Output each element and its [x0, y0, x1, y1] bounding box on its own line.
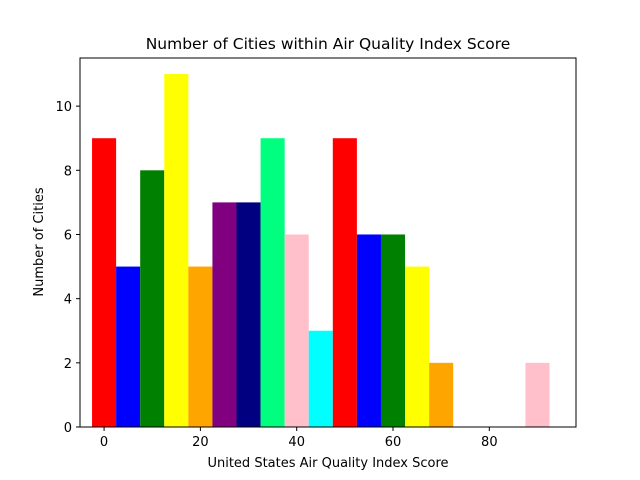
bar-10 — [332, 138, 357, 427]
bar-2 — [140, 170, 165, 427]
y-tick-label-8: 8 — [64, 164, 72, 179]
bars-layer — [92, 74, 550, 427]
bar-18 — [525, 362, 550, 427]
x-tick-label-80: 80 — [481, 435, 498, 450]
bar-13 — [405, 266, 430, 427]
x-axis-label: United States Air Quality Index Score — [207, 456, 448, 471]
bar-7 — [260, 138, 285, 427]
ticks-layer: 0 20 40 60 80 0 2 4 6 8 10 — [55, 100, 497, 450]
bar-4 — [188, 266, 213, 427]
x-tick-label-60: 60 — [385, 435, 402, 450]
bar-11 — [356, 234, 381, 427]
bar-1 — [116, 266, 141, 427]
y-axis-label: Number of Cities — [32, 187, 47, 296]
x-tick-label-40: 40 — [288, 435, 305, 450]
y-tick-label-2: 2 — [64, 357, 72, 372]
bar-12 — [380, 234, 406, 427]
y-tick-label-0: 0 — [64, 421, 72, 436]
bar-5 — [212, 202, 237, 427]
x-tick-label-0: 0 — [100, 435, 108, 450]
x-tick-label-20: 20 — [192, 435, 209, 450]
bar-8 — [284, 234, 309, 427]
plot-frame — [79, 57, 577, 428]
y-tick-label-6: 6 — [64, 228, 72, 243]
bar-3 — [164, 74, 189, 427]
bar-0 — [92, 138, 117, 427]
bar-14 — [429, 362, 454, 427]
y-tick-label-4: 4 — [64, 293, 72, 308]
chart-title: Number of Cities within Air Quality Inde… — [146, 35, 511, 53]
bar-9 — [308, 330, 333, 427]
y-tick-label-10: 10 — [55, 100, 72, 115]
bar-6 — [236, 202, 261, 427]
